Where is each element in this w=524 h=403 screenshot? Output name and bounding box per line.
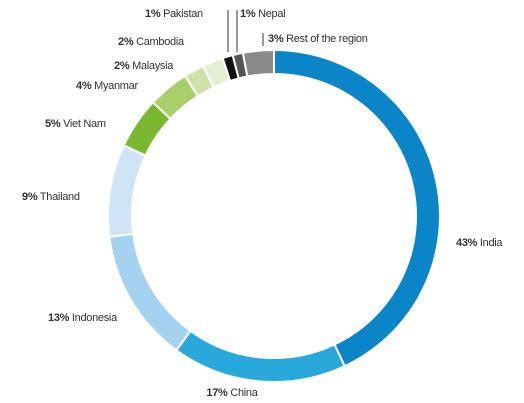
slice-value-label: 3%: [268, 33, 284, 45]
slice-label: 1% Nepal: [240, 8, 285, 20]
slice: [108, 232, 192, 352]
slice-label: 9% Thailand: [22, 191, 80, 203]
slice-label: 43% India: [456, 237, 503, 249]
slice-name: Pakistan: [163, 8, 203, 20]
slice-name: Viet Nam: [63, 118, 106, 130]
slice-value-label: 4%: [76, 80, 92, 92]
slice: [175, 329, 347, 383]
slice-name: Thailand: [40, 191, 80, 203]
slice: [241, 48, 275, 78]
slice-name: Myanmar: [94, 80, 138, 92]
slice-label: 3% Rest of the region: [268, 33, 368, 45]
slice-name: India: [480, 237, 504, 249]
slice-label: 13% Indonesia: [48, 312, 118, 324]
slice-name: Nepal: [258, 8, 285, 20]
slice-name: Rest of the region: [286, 33, 368, 45]
slice-value-label: 2%: [118, 36, 134, 48]
slice-label: 2% Cambodia: [118, 36, 185, 48]
slice-name: China: [230, 387, 258, 399]
slice-label: 5% Viet Nam: [45, 118, 106, 130]
slice-value-label: 17%: [206, 387, 228, 399]
slice-name: Cambodia: [136, 36, 185, 48]
slice-value-label: 2%: [114, 60, 130, 72]
slice-value-label: 5%: [45, 118, 61, 130]
slice-value-label: 43%: [456, 237, 478, 249]
slice-label: 4% Myanmar: [76, 80, 138, 92]
slice: [273, 48, 441, 368]
slice-value-label: 9%: [22, 191, 38, 203]
slice-label: 2% Malaysia: [114, 60, 174, 72]
slice-label: 17% China: [206, 387, 258, 399]
slice-name: Indonesia: [72, 312, 118, 324]
slice-label: 1% Pakistan: [145, 8, 203, 20]
slice-name: Malaysia: [132, 60, 174, 72]
slice: [107, 143, 147, 238]
slice-value-label: 1%: [145, 8, 161, 20]
slice-value-label: 1%: [240, 8, 256, 20]
slice-value-label: 13%: [48, 312, 70, 324]
